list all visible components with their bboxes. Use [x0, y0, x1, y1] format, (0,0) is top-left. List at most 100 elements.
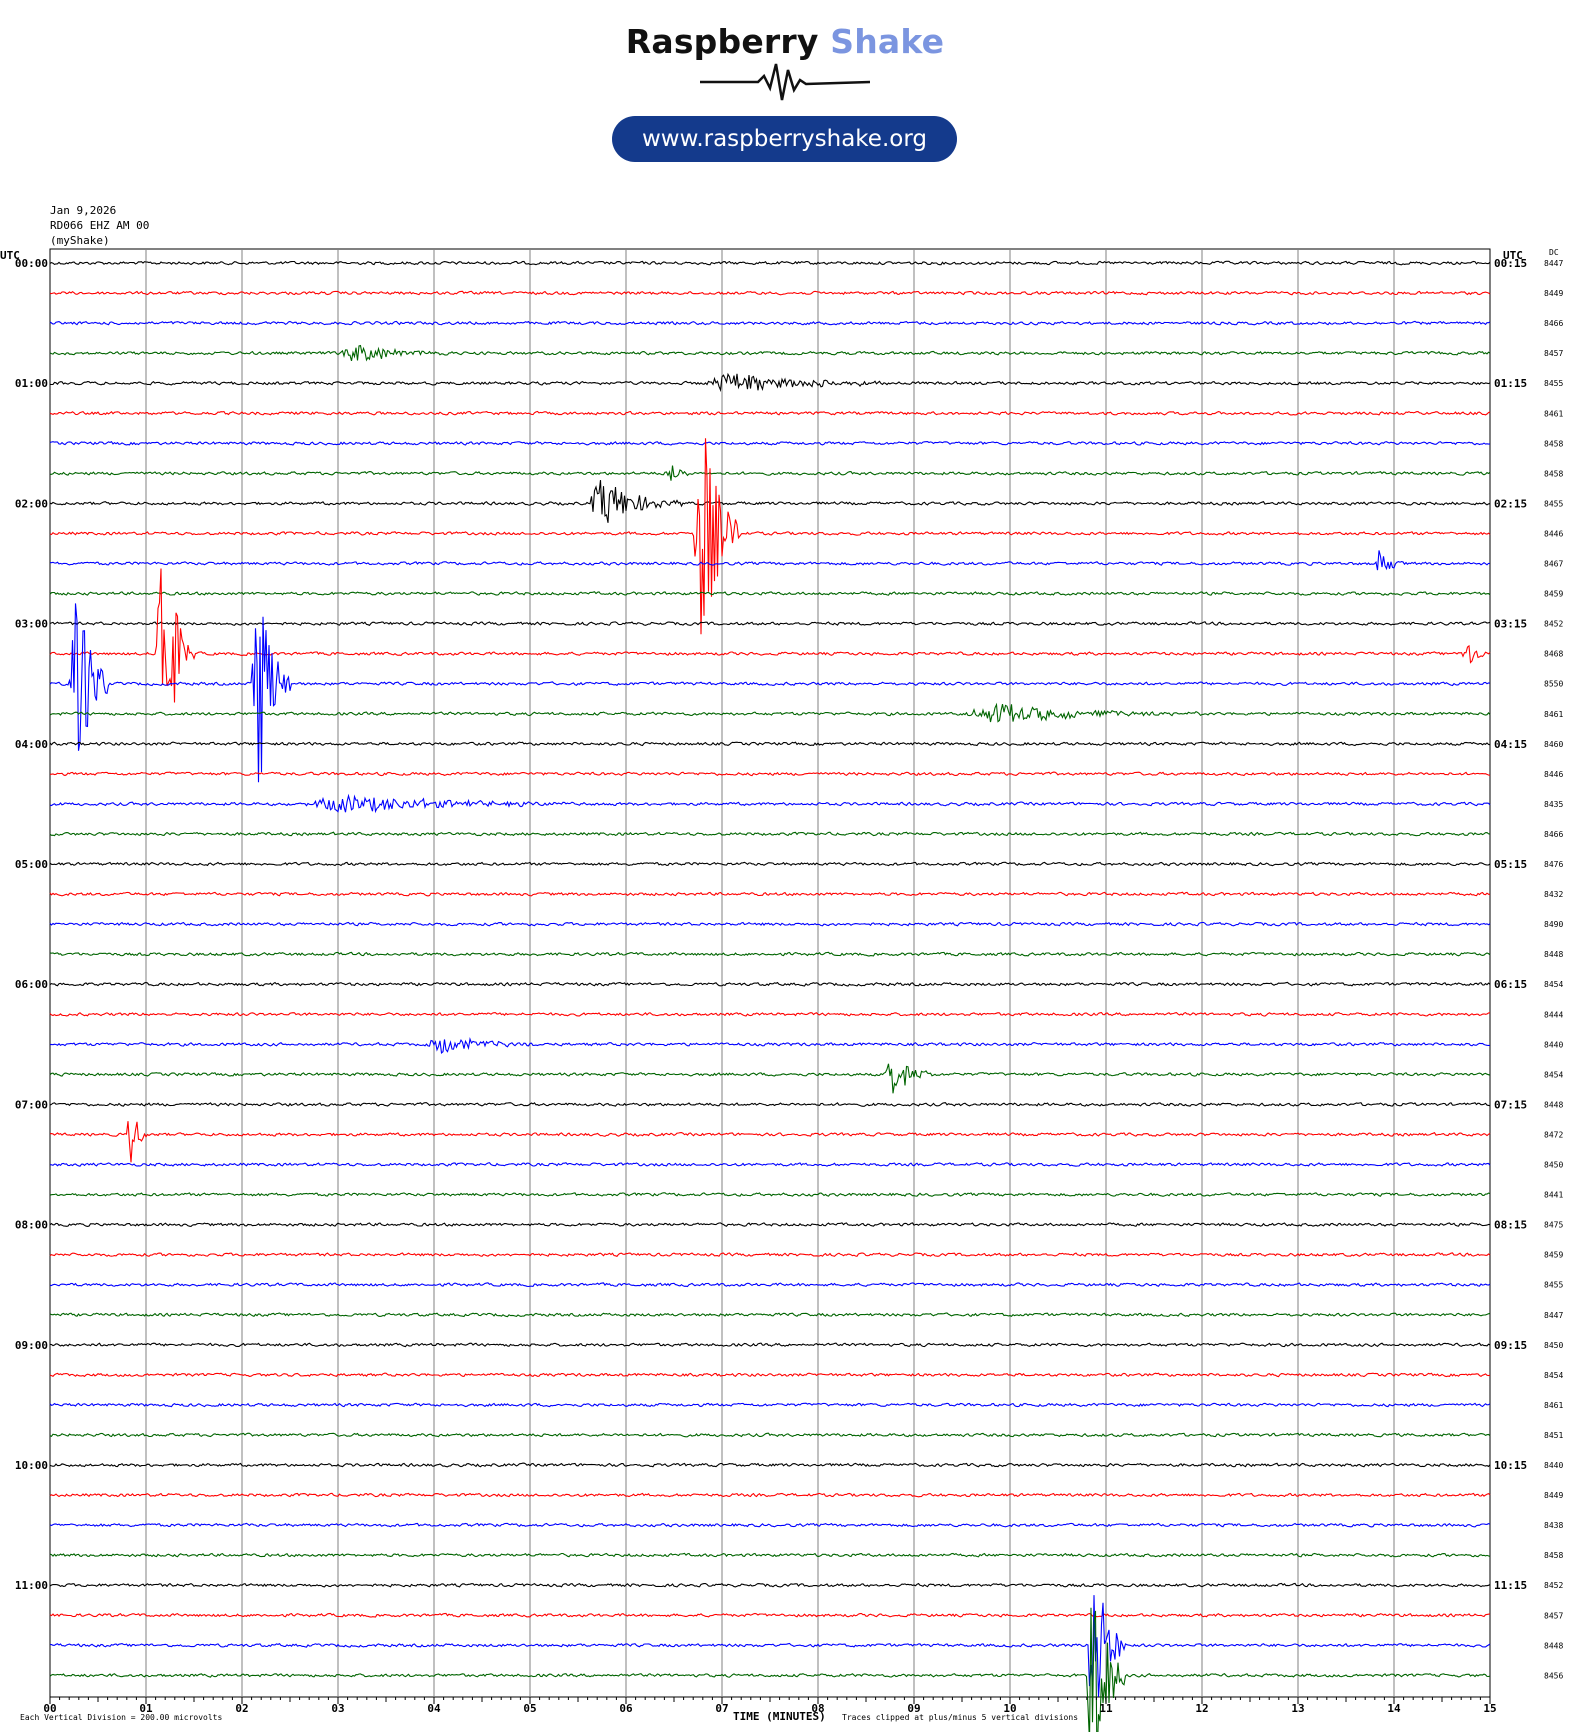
hour-label-left: 11:00 [15, 1579, 48, 1592]
utc-right-label: UTC [1503, 249, 1523, 262]
x-tick-label: 06 [619, 1702, 633, 1715]
network-label: (myShake) [50, 234, 110, 247]
hour-label-right: 10:15 [1494, 1459, 1527, 1472]
logo-title: Raspberry Shake [0, 22, 1570, 61]
trace-line-38 [49, 1402, 1491, 1408]
trace-line-33 [49, 1252, 1491, 1257]
plot-frame [49, 248, 1491, 1698]
dc-offset-label: 8466 [1544, 830, 1563, 839]
dc-offset-label: 8459 [1544, 1251, 1563, 1260]
trace-line-30 [49, 1162, 1491, 1167]
dc-offset-label: 8449 [1544, 1491, 1563, 1500]
trace-line-19 [49, 831, 1491, 837]
trace-line-39 [49, 1432, 1491, 1438]
trace-line-40 [49, 1462, 1491, 1468]
dc-offset-label: 8455 [1544, 379, 1563, 388]
dc-offset-label: 8460 [1544, 740, 1563, 749]
dc-offset-label: 8448 [1544, 1641, 1563, 1650]
trace-line-41 [49, 1492, 1491, 1498]
clip-note: Traces clipped at plus/minus 5 vertical … [842, 1713, 1078, 1722]
dc-offset-label: 8441 [1544, 1191, 1563, 1200]
trace-line-0 [49, 260, 1491, 266]
trace-line-24 [49, 981, 1491, 987]
x-tick-label: 07 [715, 1702, 728, 1715]
trace-line-18 [49, 793, 1491, 814]
trace-line-4 [49, 372, 1491, 393]
dc-offset-label: 8435 [1544, 800, 1563, 809]
trace-line-14 [49, 603, 1491, 783]
x-tick-label: 02 [235, 1702, 248, 1715]
hour-label-left: 09:00 [15, 1339, 48, 1352]
dc-offset-label: 8456 [1544, 1671, 1563, 1680]
x-tick-label: 04 [427, 1702, 441, 1715]
dc-offset-label: 8458 [1544, 1551, 1563, 1560]
x-tick-label: 01 [139, 1702, 153, 1715]
trace-line-45 [49, 1612, 1491, 1618]
trace-line-9 [49, 438, 1491, 635]
trace-line-28 [49, 1102, 1491, 1107]
dc-offset-label: 8476 [1544, 860, 1563, 869]
trace-line-3 [49, 344, 1491, 362]
dc-offset-label: 8448 [1544, 950, 1563, 959]
trace-line-16 [49, 741, 1491, 747]
trace-line-46 [49, 1595, 1491, 1697]
trace-line-31 [49, 1192, 1491, 1197]
dc-offset-label: 8458 [1544, 439, 1563, 448]
website-url-button[interactable]: www.raspberryshake.org [612, 116, 957, 162]
dc-offset-label: 8475 [1544, 1221, 1563, 1230]
hour-label-left: 06:00 [15, 978, 48, 991]
dc-offset-label: 8461 [1544, 409, 1563, 418]
trace-line-27 [49, 1063, 1491, 1094]
hour-label-left: 08:00 [15, 1219, 48, 1232]
hour-label-right: 04:15 [1494, 738, 1527, 751]
dc-offset-label: 8466 [1544, 319, 1563, 328]
trace-line-43 [49, 1552, 1491, 1558]
trace-line-17 [49, 771, 1491, 777]
x-tick-label: 03 [331, 1702, 344, 1715]
trace-line-8 [49, 480, 1491, 523]
seismic-wave-icon [700, 63, 870, 101]
logo-word-raspberry: Raspberry [625, 22, 819, 61]
dc-offset-label: 8452 [1544, 1581, 1563, 1590]
trace-line-36 [49, 1342, 1491, 1348]
trace-line-34 [49, 1282, 1491, 1288]
trace-line-15 [49, 702, 1491, 723]
trace-line-10 [49, 550, 1491, 571]
trace-line-6 [49, 440, 1491, 446]
dc-offset-label: 8440 [1544, 1040, 1563, 1049]
station-label: RD066 EHZ AM 00 [50, 219, 149, 232]
dc-offset-label: 8446 [1544, 529, 1563, 538]
hour-label-left: 03:00 [15, 618, 48, 631]
hour-label-right: 11:15 [1494, 1579, 1527, 1592]
trace-line-7 [50, 465, 1491, 481]
hour-label-right: 08:15 [1494, 1219, 1527, 1232]
trace-line-11 [49, 591, 1491, 596]
dc-offset-label: 8444 [1544, 1010, 1563, 1019]
utc-left-label: UTC [0, 249, 20, 262]
x-tick-label: 10 [1003, 1702, 1016, 1715]
dc-header-label: DC [1549, 248, 1559, 257]
x-tick-label: 05 [523, 1702, 536, 1715]
dc-offset-label: 8457 [1544, 349, 1563, 358]
hour-label-left: 10:00 [15, 1459, 48, 1472]
x-tick-label: 08 [811, 1702, 824, 1715]
trace-line-1 [49, 290, 1491, 296]
dc-offset-label: 8457 [1544, 1611, 1563, 1620]
dc-offset-label: 8490 [1544, 920, 1563, 929]
hour-label-right: 01:15 [1494, 377, 1527, 390]
dc-offset-label: 8450 [1544, 1161, 1563, 1170]
hour-label-left: 01:00 [15, 377, 48, 390]
hour-label-right: 03:15 [1494, 618, 1527, 631]
trace-line-21 [49, 891, 1491, 897]
dc-offset-label: 8452 [1544, 620, 1563, 629]
dc-offset-label: 8449 [1544, 289, 1563, 298]
dc-offset-label: 8454 [1544, 1371, 1563, 1380]
dc-offset-label: 8455 [1544, 1281, 1563, 1290]
trace-line-23 [49, 951, 1491, 957]
trace-line-37 [49, 1372, 1491, 1378]
dc-offset-label: 8458 [1544, 469, 1563, 478]
x-tick-label: 12 [1195, 1702, 1208, 1715]
trace-line-25 [49, 1011, 1491, 1017]
date-label: Jan 9,2026 [50, 204, 116, 217]
